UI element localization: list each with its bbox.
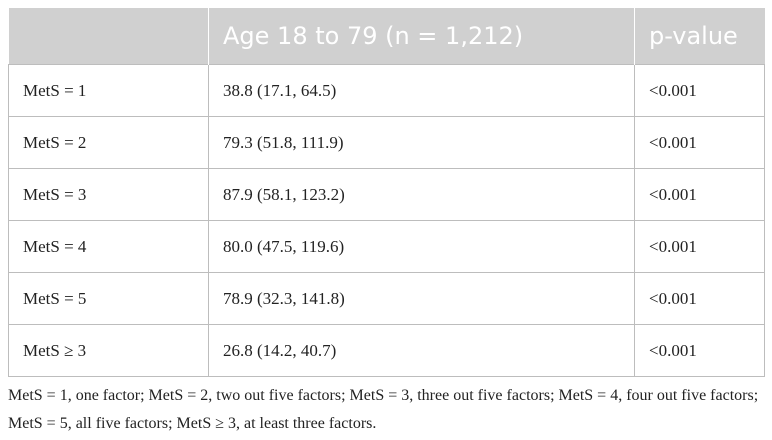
header-cell (8, 8, 209, 65)
table-row: MetS ≥ 3 26.8 (14.2, 40.7) <0.001 (8, 324, 765, 377)
table-cell: <0.001 (634, 168, 765, 221)
table-cell: MetS ≥ 3 (8, 324, 209, 377)
table-cell: 78.9 (32.3, 141.8) (208, 272, 635, 325)
table-cell: <0.001 (634, 116, 765, 169)
header-cell: Age 18 to 79 (n = 1,212) (208, 8, 635, 65)
data-table: Age 18 to 79 (n = 1,212) p-value MetS = … (8, 8, 765, 377)
table-row: MetS = 3 87.9 (58.1, 123.2) <0.001 (8, 168, 765, 221)
table-row: MetS = 2 79.3 (51.8, 111.9) <0.001 (8, 116, 765, 169)
table-cell: MetS = 2 (8, 116, 209, 169)
table-cell: 80.0 (47.5, 119.6) (208, 220, 635, 273)
table-row: MetS = 5 78.9 (32.3, 141.8) <0.001 (8, 272, 765, 325)
table-cell: MetS = 4 (8, 220, 209, 273)
header-cell: p-value (634, 8, 765, 65)
table-row: MetS = 1 38.8 (17.1, 64.5) <0.001 (8, 64, 765, 117)
table-cell: <0.001 (634, 220, 765, 273)
table-cell: 87.9 (58.1, 123.2) (208, 168, 635, 221)
table-cell: <0.001 (634, 272, 765, 325)
table-cell: <0.001 (634, 324, 765, 377)
table-cell: MetS = 3 (8, 168, 209, 221)
table-cell: 79.3 (51.8, 111.9) (208, 116, 635, 169)
table-cell: <0.001 (634, 64, 765, 117)
table-row: MetS = 4 80.0 (47.5, 119.6) <0.001 (8, 220, 765, 273)
table-cell: MetS = 5 (8, 272, 209, 325)
table-cell: 26.8 (14.2, 40.7) (208, 324, 635, 377)
table-cell: 38.8 (17.1, 64.5) (208, 64, 635, 117)
header-row: Age 18 to 79 (n = 1,212) p-value (8, 8, 765, 65)
footnote: MetS = 1, one factor; MetS = 2, two out … (8, 387, 759, 432)
table-cell: MetS = 1 (8, 64, 209, 117)
